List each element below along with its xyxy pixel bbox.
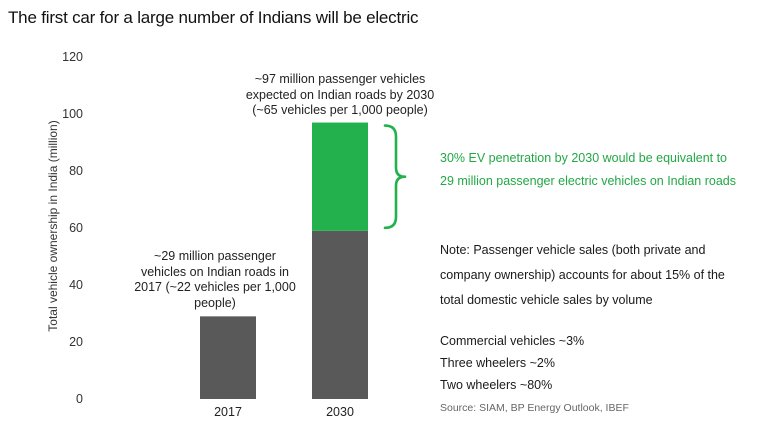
segment-two-wheelers: Two wheelers ~80% [440, 378, 553, 392]
source-text: Source: SIAM, BP Energy Outlook, IBEF [440, 402, 629, 414]
y-tick-label: 40 [69, 278, 83, 292]
bar-2030-segment-0 [312, 230, 368, 399]
y-tick-label: 20 [69, 335, 83, 349]
y-tick-label: 100 [62, 107, 83, 121]
ev-penetration-text: 30% EV penetration by 2030 would be equi… [440, 151, 736, 188]
y-tick-label: 120 [62, 50, 83, 64]
y-tick-label: 0 [76, 392, 83, 406]
segment-three-wheelers: Three wheelers ~2% [440, 356, 555, 370]
ev-bracket [383, 124, 407, 230]
annotation-2030: ~97 million passenger vehicles expected … [245, 72, 435, 117]
bars [200, 122, 368, 399]
y-axis-label: Total vehicle ownership in India (millio… [46, 120, 60, 331]
bar-2017-segment-0 [200, 316, 256, 399]
x-axis: 2017 2030 [214, 405, 354, 419]
y-axis: 0 20 40 60 80 100 120 [62, 50, 83, 406]
x-tick-label: 2017 [214, 405, 242, 419]
segment-commercial: Commercial vehicles ~3% [440, 334, 585, 348]
y-tick-label: 60 [69, 221, 83, 235]
annotation-2017: ~29 million passenger vehicles on Indian… [134, 249, 296, 310]
x-tick-label: 2030 [326, 405, 354, 419]
bar-2030-segment-1 [312, 122, 368, 231]
note-text: Note: Passenger vehicle sales (both priv… [440, 243, 725, 307]
vehicle-segments: Commercial vehicles ~3% Three wheelers ~… [440, 330, 740, 396]
y-tick-label: 80 [69, 164, 83, 178]
chart-title: The first car for a large number of Indi… [8, 8, 419, 27]
